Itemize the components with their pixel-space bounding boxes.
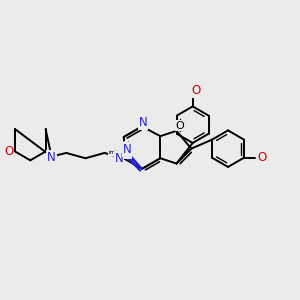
Text: N: N: [123, 144, 132, 157]
Text: imine: imine: [109, 150, 124, 155]
Text: N: N: [139, 116, 148, 129]
Text: N: N: [47, 151, 56, 164]
Text: N: N: [123, 143, 132, 156]
Text: H: H: [122, 141, 130, 151]
Text: N: N: [123, 145, 132, 158]
Text: O: O: [191, 84, 200, 97]
Text: N: N: [115, 152, 123, 165]
Text: N: N: [115, 152, 123, 165]
Text: O: O: [176, 121, 184, 130]
Text: N: N: [139, 116, 148, 129]
Text: H: H: [120, 142, 128, 152]
Text: O: O: [257, 151, 267, 164]
Text: O: O: [4, 145, 14, 158]
